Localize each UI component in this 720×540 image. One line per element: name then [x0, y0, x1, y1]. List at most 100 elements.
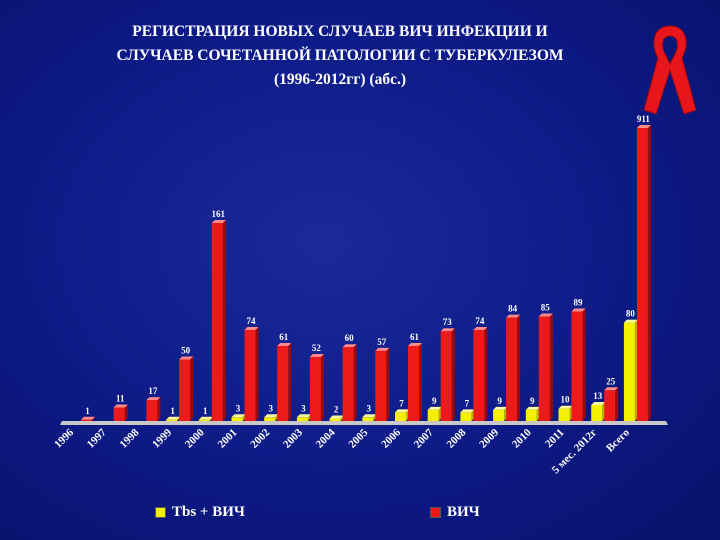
label-hiv-1997: 11 — [116, 393, 125, 403]
bar-hiv-2010-top — [538, 313, 553, 317]
bar-tbs-hiv-2001 — [231, 417, 243, 421]
bar-hiv-2009 — [506, 317, 518, 421]
bar-hiv-1999-top — [179, 356, 194, 360]
bar-tbs-hiv-2004-top — [329, 415, 344, 419]
bar-hiv-1997 — [113, 407, 125, 421]
label-hiv-5 мес. 2012г: 25 — [606, 376, 616, 386]
label-hiv-2010: 85 — [541, 302, 551, 312]
bar-tbs-hiv-2002-top — [264, 414, 279, 418]
bar-tbs-hiv-2006 — [395, 412, 406, 421]
bar-hiv-1999 — [179, 359, 191, 421]
label-hiv-2011: 89 — [574, 298, 584, 308]
label-tbs-hiv-2001: 3 — [236, 403, 241, 413]
bar-hiv-5 мес. 2012г-top — [604, 387, 619, 391]
x-axis-floor — [60, 421, 668, 425]
bar-hiv-2007-side — [451, 328, 455, 421]
bar-tbs-hiv-2007-top — [427, 406, 442, 410]
bar-tbs-hiv-2003 — [296, 417, 308, 421]
label-hiv-1996: 1 — [85, 406, 90, 416]
bar-hiv-2008-top — [473, 326, 488, 330]
label-tbs-hiv-2009: 9 — [497, 396, 502, 406]
x-tick-2000: 2000 — [183, 426, 207, 450]
label-tbs-hiv-2002: 3 — [268, 403, 273, 413]
bar-tbs-hiv-2007 — [427, 409, 439, 421]
bar-tbs-hiv-2003-top — [296, 414, 311, 418]
x-tick-2008: 2008 — [444, 426, 468, 450]
bar-tbs-hiv-2010-top — [525, 406, 540, 410]
legend-label-hiv: ВИЧ — [447, 504, 480, 520]
legend-swatch-red — [430, 507, 441, 518]
bar-hiv-Всего-top — [636, 125, 651, 128]
bar-tbs-hiv-2008-top — [460, 409, 475, 413]
label-tbs-hiv-Всего: 80 — [626, 309, 636, 319]
bar-hiv-2005 — [375, 350, 387, 421]
label-hiv-2002: 61 — [279, 332, 289, 342]
label-hiv-2005: 57 — [377, 337, 387, 347]
label-hiv-1998: 17 — [148, 386, 158, 396]
bar-hiv-2004 — [342, 347, 354, 421]
bar-tbs-hiv-2005 — [362, 417, 374, 421]
legend-label-tbs-hiv: Tbs + ВИЧ — [172, 504, 245, 520]
bar-hiv-1997-top — [113, 404, 128, 408]
aids-ribbon-icon — [643, 25, 697, 115]
label-hiv-2007: 73 — [443, 317, 453, 327]
bar-hiv-2000-side — [222, 219, 226, 421]
label-hiv-2008: 74 — [475, 316, 485, 326]
x-tick-2001: 2001 — [216, 427, 240, 451]
bar-tbs-hiv-2009-top — [493, 406, 508, 410]
bar-tbs-hiv-2006-top — [395, 409, 409, 413]
bar-tbs-hiv-1999 — [166, 419, 178, 421]
legend-item-hiv: ВИЧ — [430, 504, 480, 521]
bar-tbs-hiv-5 мес. 2012г — [591, 405, 603, 421]
bar-hiv-1998 — [146, 400, 158, 421]
bar-hiv-2001 — [244, 329, 256, 421]
x-tick-2005: 2005 — [346, 426, 370, 450]
label-hiv-2003: 52 — [312, 343, 322, 353]
x-tick-1996: 1996 — [52, 426, 76, 450]
label-hiv-2009: 84 — [508, 304, 518, 314]
label-tbs-hiv-2010: 9 — [530, 396, 535, 406]
label-hiv-2000: 161 — [212, 209, 226, 219]
label-tbs-hiv-2007: 9 — [432, 396, 437, 406]
bar-hiv-2004-top — [342, 344, 357, 348]
x-tick-1997: 1997 — [85, 426, 109, 450]
x-tick-Всего: Всего — [604, 426, 632, 454]
title-line-2: СЛУЧАЕВ СОЧЕТАННОЙ ПАТОЛОГИИ С ТУБЕРКУЛЕ… — [116, 47, 564, 64]
label-tbs-hiv-1999: 1 — [170, 406, 175, 416]
bar-hiv-1999-side — [190, 356, 194, 421]
bar-hiv-Всего — [636, 128, 648, 421]
bar-hiv-2003-top — [309, 354, 324, 358]
bar-hiv-2002-top — [277, 342, 292, 346]
bar-hiv-2003 — [309, 357, 321, 421]
label-hiv-2004: 60 — [345, 333, 355, 343]
bar-tbs-hiv-2005-top — [362, 414, 377, 418]
legend-swatch-yellow — [155, 507, 166, 518]
bar-hiv-1998-top — [146, 397, 161, 401]
x-tick-2011: 2011 — [543, 427, 567, 451]
bar-hiv-2008 — [473, 329, 485, 421]
x-tick-2004: 2004 — [314, 426, 338, 450]
bar-hiv-2011 — [571, 311, 583, 421]
bar-tbs-hiv-2002 — [264, 417, 276, 421]
bar-tbs-hiv-2010 — [525, 409, 537, 421]
bar-hiv-1998-side — [157, 397, 161, 421]
label-tbs-hiv-2008: 7 — [465, 398, 470, 408]
x-tick-2003: 2003 — [281, 426, 305, 450]
bar-hiv-1996-top — [81, 416, 95, 420]
bar-tbs-hiv-5 мес. 2012г-top — [591, 402, 606, 406]
bar-tbs-hiv-2009 — [493, 409, 505, 421]
bar-hiv-2004-side — [353, 344, 357, 421]
bar-hiv-2000 — [211, 222, 223, 421]
bar-hiv-2006-side — [419, 342, 422, 421]
title-line-3: (1996-2012гг) (абс.) — [273, 71, 406, 88]
bar-tbs-hiv-2000 — [198, 419, 210, 421]
bar-hiv-2003-side — [320, 354, 324, 421]
x-tick-2007: 2007 — [412, 426, 436, 450]
bar-tbs-hiv-2001-top — [231, 414, 246, 418]
bar-hiv-1996-side — [92, 416, 95, 421]
bar-hiv-2000-top — [211, 219, 226, 223]
label-hiv-Всего: 911 — [637, 114, 651, 124]
x-tick-2002: 2002 — [248, 426, 272, 450]
bar-hiv-2002-side — [288, 342, 292, 421]
label-hiv-2001: 74 — [247, 316, 257, 326]
